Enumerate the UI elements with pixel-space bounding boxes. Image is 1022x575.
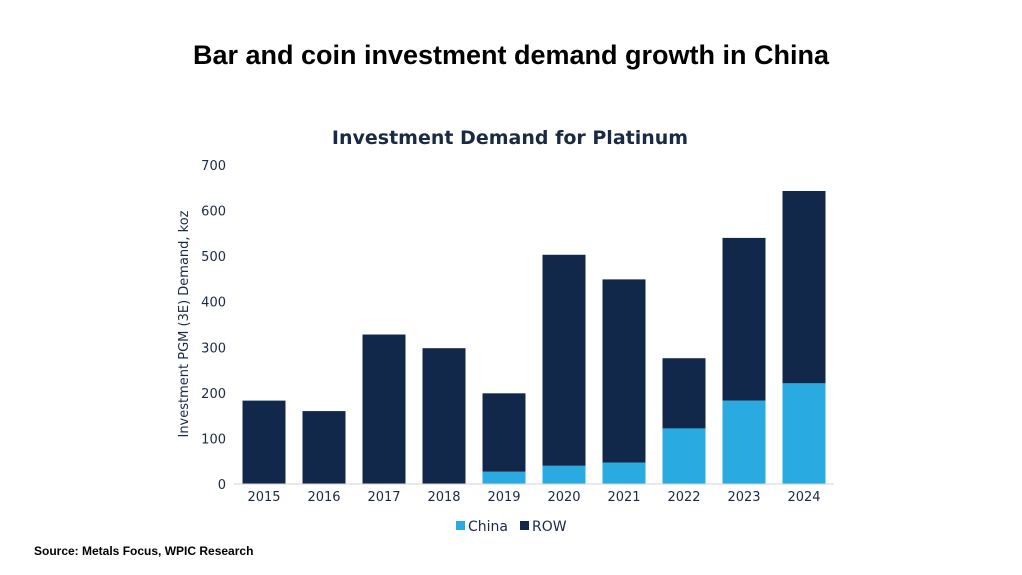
- y-tick-label: 700: [201, 159, 226, 174]
- bar-row-2020: [542, 254, 586, 466]
- y-tick-label: 200: [201, 387, 226, 402]
- x-tick-label: 2024: [787, 490, 820, 505]
- bar-row-2016: [302, 411, 346, 484]
- bar-row-2017: [362, 334, 406, 484]
- x-tick-label: 2020: [547, 490, 580, 505]
- bar-row-2019: [482, 393, 526, 472]
- y-tick-label: 600: [201, 205, 226, 220]
- x-tick-label: 2022: [667, 490, 700, 505]
- x-tick-label: 2021: [607, 490, 640, 505]
- source-note: Source: Metals Focus, WPIC Research: [34, 544, 254, 558]
- x-tick-label: 2019: [487, 490, 520, 505]
- bar-china-2023: [722, 400, 766, 484]
- bar-china-2024: [782, 383, 826, 484]
- bar-row-2022: [662, 358, 706, 429]
- x-tick-label: 2023: [727, 490, 760, 505]
- y-tick-label: 500: [201, 250, 226, 265]
- y-axis-ticks: 0 100 200 300 400 500 600 700: [201, 159, 226, 493]
- y-tick-label: 0: [218, 478, 226, 493]
- y-tick-label: 400: [201, 296, 226, 311]
- bars: [242, 190, 826, 484]
- page-heading: Bar and coin investment demand growth in…: [192, 40, 830, 70]
- x-tick-label: 2015: [247, 490, 280, 505]
- legend: China ROW: [456, 519, 567, 535]
- bar-china-2019: [482, 471, 526, 484]
- bar-china-2021: [602, 462, 646, 484]
- bar-row-2023: [722, 237, 766, 401]
- bar-row-2018: [422, 348, 466, 484]
- x-axis-ticks: 2015 2016 2017 2018 2019 2020 2021 2022 2023 2024: [247, 490, 820, 505]
- x-tick-label: 2017: [367, 490, 400, 505]
- legend-label-china: China: [468, 519, 508, 535]
- chart-title: Investment Demand for Platinum: [332, 127, 688, 149]
- x-tick-label: 2016: [307, 490, 340, 505]
- y-tick-label: 300: [201, 341, 226, 356]
- bar-china-2020: [542, 465, 586, 484]
- legend-swatch-row: [520, 521, 529, 530]
- bar-china-2022: [662, 428, 706, 484]
- bar-row-2021: [602, 279, 646, 463]
- legend-swatch-china: [456, 521, 465, 530]
- x-tick-label: 2018: [427, 490, 460, 505]
- legend-label-row: ROW: [532, 519, 567, 535]
- y-tick-label: 100: [201, 432, 226, 447]
- bar-row-2015: [242, 400, 286, 484]
- bar-row-2024: [782, 190, 826, 384]
- y-axis-title: Investment PGM (3E) Demand, koz: [177, 210, 192, 437]
